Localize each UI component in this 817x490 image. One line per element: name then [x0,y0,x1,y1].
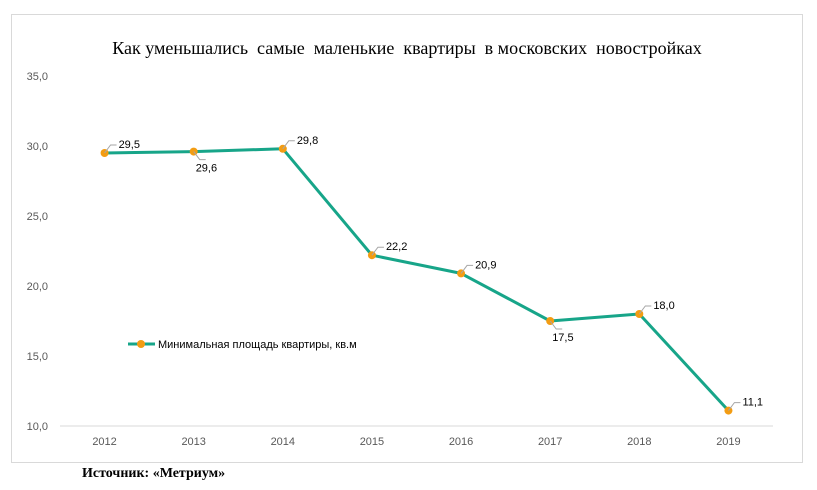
data-label: 22,2 [386,241,407,253]
x-tick-label: 2017 [538,436,562,448]
y-tick-label: 20,0 [27,281,48,293]
y-tick-label: 10,0 [27,421,48,433]
y-tick-label: 30,0 [27,141,48,153]
x-tick-label: 2014 [271,436,295,448]
leader-line [371,246,384,256]
source-note: Источник: «Метриум» [82,466,226,481]
data-point [367,251,376,260]
leader-line [193,151,206,161]
legend-label: Минимальная площадь квартиры, кв.м [158,339,357,351]
x-tick-label: 2013 [181,436,205,448]
data-label: 20,9 [475,259,496,271]
leader-line [282,140,295,150]
data-label: 29,5 [119,139,140,151]
x-tick-label: 2015 [360,436,384,448]
data-labels: 29,5 29,6 29,8 22,2 20,9 17,5 18,0 11,1 [104,135,763,411]
data-label: 18,0 [653,300,674,312]
axes: 35,0 30,0 25,0 20,0 15,0 10,0 2012 2013 2014 2015… [27,71,773,448]
chart-title: Как уменьшались самые маленькие квартиры… [112,38,702,58]
data-label: 17,5 [552,332,573,344]
legend: Минимальная площадь квартиры, кв.м [128,339,357,351]
leader-line [638,305,652,315]
legend-marker [137,340,145,348]
series-line [104,147,730,412]
x-tick-label: 2012 [92,436,116,448]
leader-line [460,264,474,274]
leader-line [549,320,563,330]
data-label: 11,1 [742,397,763,409]
x-tick-label: 2019 [716,436,740,448]
leader-line [728,402,741,411]
x-tick-label: 2018 [627,436,651,448]
y-tick-label: 25,0 [27,211,48,223]
data-label: 29,8 [297,135,318,147]
series-group [100,144,733,415]
leader-line [104,144,117,154]
y-tick-label: 15,0 [27,351,48,363]
chart-frame [11,14,803,463]
y-tick-label: 35,0 [27,71,48,83]
data-label: 29,6 [196,163,217,175]
x-tick-label: 2016 [449,436,473,448]
